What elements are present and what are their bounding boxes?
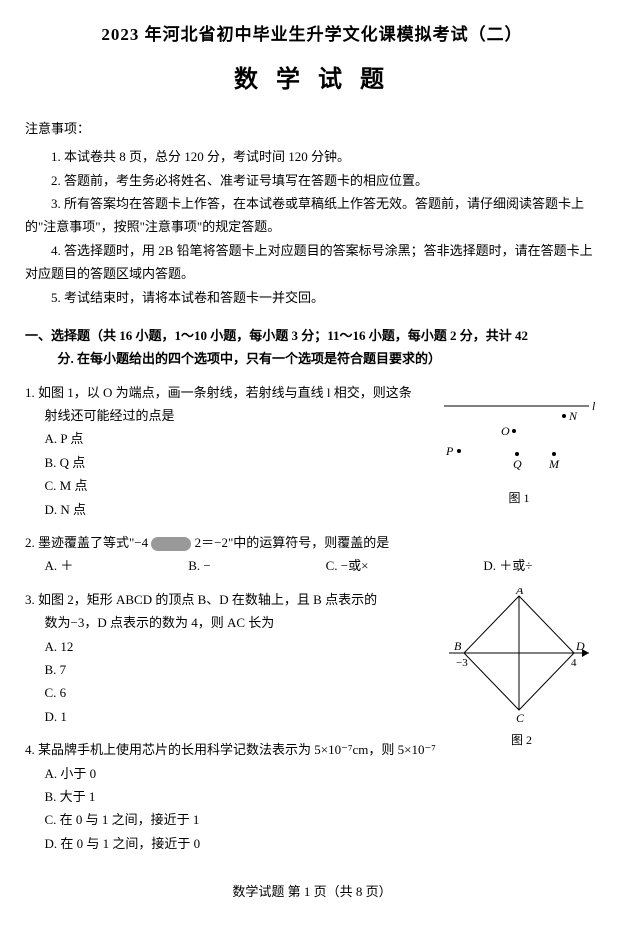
svg-text:A: A	[515, 588, 524, 597]
q4-opt-a: A. 小于 0	[45, 762, 600, 785]
sub-title: 数 学 试 题	[25, 59, 599, 102]
svg-text:−3: −3	[456, 657, 468, 669]
q2-stem-a: 2. 墨迹覆盖了等式"−4	[25, 535, 151, 550]
notice-item: 2. 答题前，考生务必将姓名、准考证号填写在答题卡的相应位置。	[25, 169, 599, 192]
notice-heading: 注意事项：	[25, 117, 599, 140]
q1-stem: 1. 如图 1，以 O 为端点，画一条射线，若射线与直线 l 相交，则这条射线还…	[45, 381, 425, 428]
svg-text:C: C	[516, 711, 525, 723]
q2-stem: 2. 墨迹覆盖了等式"−4 2＝−2"中的运算符号，则覆盖的是	[45, 531, 600, 554]
q3-stem-line1: 3. 如图 2，矩形 ABCD 的顶点 B、D 在数轴上，且 B 点表示的	[45, 588, 415, 611]
section-heading: 一、选择题（共 16 小题，1～10 小题，每小题 3 分；11～16 小题，每…	[25, 324, 599, 347]
q2-opt-b: B. −	[188, 554, 211, 577]
q4-stem: 4. 某品牌手机上使用芯片的长用科学记数法表示为 5×10⁻⁷cm，则 5×10…	[45, 738, 600, 761]
svg-text:D: D	[575, 639, 585, 653]
q2-opt-d: D. ＋或÷	[483, 554, 532, 577]
svg-text:N: N	[568, 409, 578, 423]
q4-opt-d: D. 在 0 与 1 之间，接近于 0	[45, 832, 600, 855]
figure-2: A B D C −3 4 图 2	[444, 588, 599, 752]
figure-1: l P O Q M N 图 1	[439, 396, 599, 510]
svg-text:4: 4	[571, 657, 577, 669]
notice-item: 5. 考试结束时，请将本试卷和答题卡一并交回。	[25, 286, 599, 309]
svg-text:O: O	[501, 424, 510, 438]
q2-opt-a: A. ＋	[45, 554, 74, 577]
svg-text:M: M	[548, 457, 560, 471]
q2-stem-b: 2＝−2"中的运算符号，则覆盖的是	[191, 535, 389, 550]
main-title: 2023 年河北省初中毕业生升学文化课模拟考试（二）	[25, 20, 599, 51]
notice-item: 3. 所有答案均在答题卡上作答，在本试卷或草稿纸上作答无效。答题前，请仔细阅读答…	[25, 192, 599, 239]
smudge-icon	[151, 537, 191, 551]
figure-1-caption: 图 1	[439, 488, 599, 510]
question-3: A B D C −3 4 图 2 3. 如图 2，矩形 ABCD 的顶点 B、D…	[25, 588, 599, 728]
section-subheading: 分. 在每小题给出的四个选项中，只有一个选项是符合题目要求的）	[58, 347, 600, 370]
q4-opt-b: B. 大于 1	[45, 785, 600, 808]
figure-2-svg: A B D C −3 4	[444, 588, 599, 723]
q2-options: A. ＋ B. − C. −或× D. ＋或÷	[45, 554, 533, 577]
q4-opt-c: C. 在 0 与 1 之间，接近于 1	[45, 808, 600, 831]
page-footer: 数学试题 第 1 页（共 8 页）	[25, 880, 599, 903]
svg-text:Q: Q	[513, 457, 522, 471]
question-4: 4. 某品牌手机上使用芯片的长用科学记数法表示为 5×10⁻⁷cm，则 5×10…	[25, 738, 599, 855]
question-1: 1. 如图 1，以 O 为端点，画一条射线，若射线与直线 l 相交，则这条射线还…	[25, 381, 599, 521]
notice-item: 4. 答选择题时，用 2B 铅笔将答题卡上对应题目的答案标号涂黑；答非选择题时，…	[25, 239, 599, 286]
notice-item: 1. 本试卷共 8 页，总分 120 分，考试时间 120 分钟。	[25, 145, 599, 168]
question-2: 2. 墨迹覆盖了等式"−4 2＝−2"中的运算符号，则覆盖的是 A. ＋ B. …	[25, 531, 599, 578]
q2-opt-c: C. −或×	[326, 554, 369, 577]
line-l-label: l	[592, 399, 596, 413]
svg-text:P: P	[445, 444, 454, 458]
svg-text:B: B	[454, 639, 462, 653]
figure-1-svg: l P O Q M N	[439, 396, 599, 481]
